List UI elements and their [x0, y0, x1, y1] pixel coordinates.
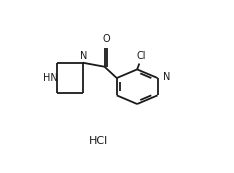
Text: O: O — [102, 34, 110, 44]
Text: HCl: HCl — [88, 136, 108, 146]
Text: HN: HN — [43, 73, 58, 83]
Text: N: N — [163, 72, 170, 82]
Text: Cl: Cl — [136, 51, 146, 61]
Text: N: N — [80, 51, 87, 61]
